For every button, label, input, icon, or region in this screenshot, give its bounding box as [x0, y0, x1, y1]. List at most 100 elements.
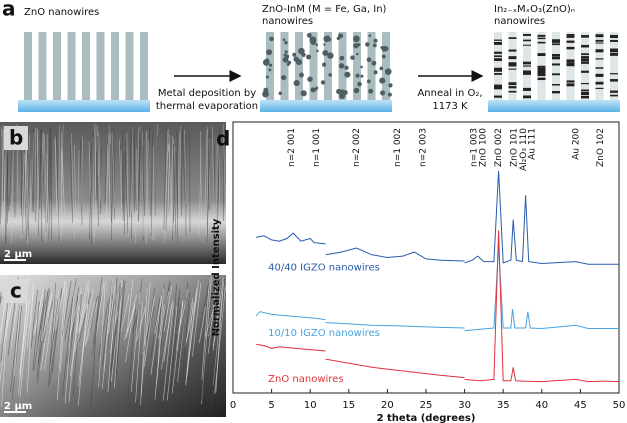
letter-box: [4, 279, 28, 303]
stripe: [595, 74, 604, 77]
wire: [68, 286, 80, 365]
stripe: [508, 64, 517, 67]
wire: [168, 143, 172, 226]
nanowire: [309, 32, 318, 100]
wire: [0, 298, 9, 362]
xrd-line: [256, 170, 619, 265]
nanowire: [53, 32, 61, 100]
wire: [207, 297, 218, 346]
wire: [140, 281, 151, 396]
stripe: [537, 73, 546, 75]
wire: [166, 306, 178, 401]
wire: [43, 147, 47, 233]
particle: [380, 45, 384, 49]
stripe: [566, 60, 575, 63]
streaks: [0, 124, 227, 408]
wire: [10, 150, 14, 244]
particle: [300, 90, 307, 97]
stripe: [508, 49, 517, 52]
wire: [77, 301, 86, 335]
wire: [42, 132, 47, 243]
particle: [371, 60, 377, 66]
wire: [148, 127, 151, 216]
stripe: [595, 49, 604, 52]
peak-label: n=2 001: [287, 128, 297, 167]
particle: [327, 52, 334, 59]
stripe: [552, 91, 560, 94]
particle: [284, 41, 288, 45]
stripe: [508, 68, 517, 70]
wire: [178, 126, 182, 221]
wire: [49, 298, 59, 365]
stripe: [494, 86, 502, 90]
stripe: [508, 37, 517, 39]
particle: [365, 42, 370, 47]
particle: [344, 65, 349, 70]
wire: [210, 281, 223, 407]
wire: [113, 282, 121, 372]
wire: [126, 132, 129, 237]
stripe: [581, 58, 589, 62]
wire: [75, 281, 88, 333]
stripe: [508, 86, 517, 89]
particle: [310, 39, 317, 45]
stripe: [552, 40, 560, 43]
stripe: [566, 46, 575, 50]
stripe: [595, 58, 604, 60]
nanowire: [111, 32, 119, 100]
stripe: [494, 39, 502, 41]
stripe: [523, 34, 531, 36]
wire: [95, 282, 105, 337]
particle: [338, 63, 345, 69]
step-label: ZnO-InM (M = Fe, Ga, In): [262, 4, 387, 15]
wire: [69, 288, 82, 335]
wire: [215, 292, 223, 393]
peak-label: Au 200: [571, 128, 581, 160]
nanowire: [382, 32, 390, 100]
wire: [74, 304, 87, 352]
particle: [323, 35, 330, 43]
stripe: [537, 41, 546, 44]
step-label: nanowires: [262, 16, 313, 27]
stripe: [523, 88, 531, 91]
nanowire: [367, 32, 376, 100]
wire: [212, 277, 224, 351]
stripe: [610, 34, 618, 36]
wire: [89, 296, 98, 333]
particle: [321, 62, 327, 67]
stripe: [552, 53, 560, 57]
nanowire: [324, 32, 332, 100]
particle: [372, 43, 377, 48]
stripe: [537, 53, 546, 57]
stripe: [595, 42, 604, 44]
substrate: [260, 100, 392, 112]
nanowire: [552, 32, 560, 100]
particle: [379, 77, 386, 84]
wire: [14, 290, 22, 377]
particle: [265, 75, 269, 79]
peak-label: ZnO 102: [596, 128, 606, 167]
nanowire: [295, 32, 303, 100]
wire: [124, 151, 129, 234]
wire: [36, 289, 46, 379]
peak-label: ZnO 100: [479, 128, 489, 167]
wire: [108, 125, 111, 206]
particle: [269, 63, 273, 67]
x-tick-label: 15: [342, 400, 355, 411]
particle: [306, 32, 312, 38]
stripe: [566, 82, 575, 84]
wire: [127, 294, 138, 333]
stripe: [523, 44, 531, 46]
wire: [135, 301, 143, 403]
xrd-chart: 0 5 10 15 20 25 30 35 40 45 50 2 theta (degrees) Nor…: [211, 121, 625, 423]
stripe: [494, 41, 502, 44]
x-tick-label: 35: [497, 400, 510, 411]
stripe: [610, 35, 618, 39]
wire: [163, 305, 172, 362]
step-label: In₂₋ₓMₓO₃(ZnO)ₙ: [494, 4, 575, 15]
wire: [185, 302, 194, 386]
stripe: [537, 77, 546, 81]
x-tick-label: 5: [268, 400, 274, 411]
particle: [268, 68, 272, 72]
wire: [162, 303, 174, 401]
